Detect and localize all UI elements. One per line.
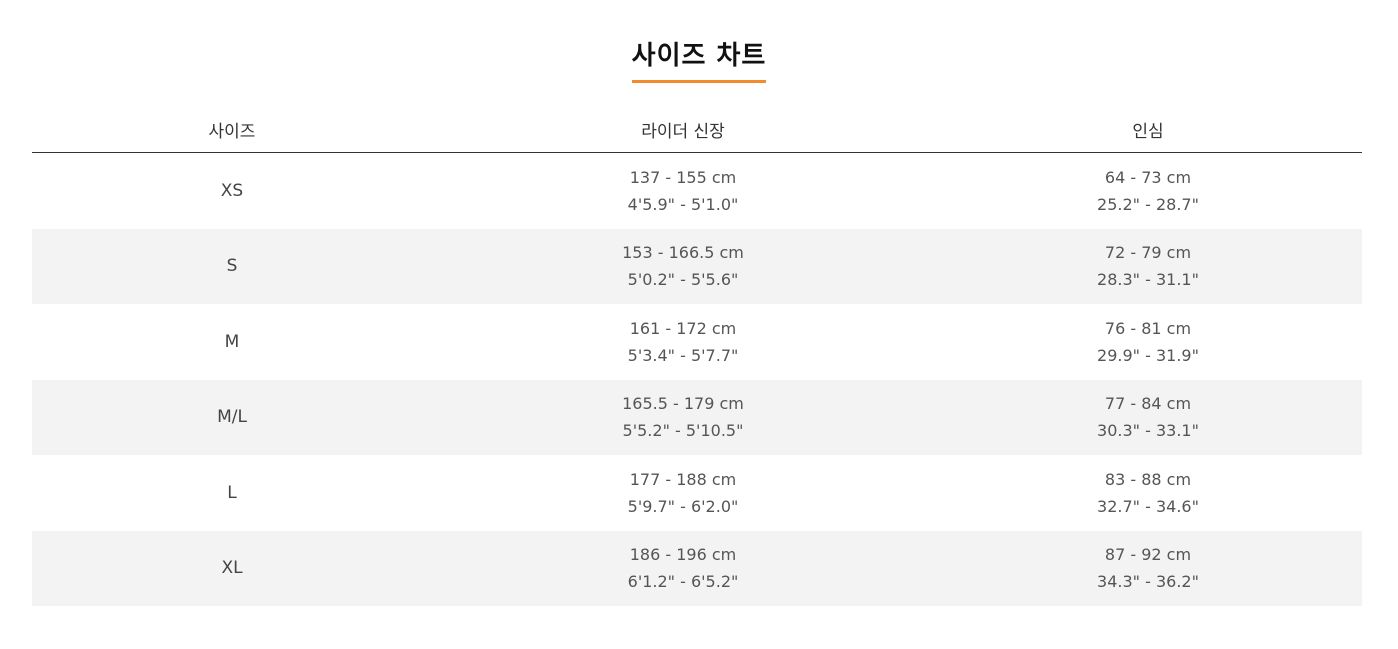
inseam-cm: 72 - 79 cm — [1104, 243, 1192, 263]
height-cell: 161 - 172 cm 5'3.4" - 5'7.7" — [432, 319, 934, 365]
inseam-cm: 77 - 84 cm — [1104, 394, 1192, 414]
height-cm: 177 - 188 cm — [629, 469, 737, 489]
inseam-cell: 64 - 73 cm 25.2" - 28.7" — [934, 168, 1362, 214]
size-cell: M — [224, 331, 240, 352]
height-cm: 137 - 155 cm — [629, 167, 737, 187]
inseam-in: 34.3" - 36.2" — [1097, 572, 1199, 592]
header-inseam: 인심 — [1132, 121, 1164, 142]
height-in: 5'5.2" - 5'10.5" — [622, 421, 744, 441]
table-row: L 177 - 188 cm 5'9.7" - 6'2.0" 83 - 88 c… — [32, 455, 1362, 531]
table-row: S 153 - 166.5 cm 5'0.2" - 5'5.6" 72 - 79… — [32, 228, 1362, 304]
inseam-cell: 76 - 81 cm 29.9" - 31.9" — [934, 319, 1362, 365]
size-cell: XL — [221, 558, 243, 579]
height-in: 5'0.2" - 5'5.6" — [627, 270, 739, 290]
height-in: 5'3.4" - 5'7.7" — [627, 345, 739, 365]
size-cell: M/L — [217, 407, 247, 428]
inseam-cm: 76 - 81 cm — [1104, 318, 1192, 338]
table-header-row: 사이즈 라이더 신장 인심 — [32, 106, 1362, 153]
height-cell: 137 - 155 cm 4'5.9" - 5'1.0" — [432, 168, 934, 214]
height-cm: 165.5 - 179 cm — [622, 394, 744, 414]
inseam-cm: 83 - 88 cm — [1104, 469, 1192, 489]
height-cm: 186 - 196 cm — [629, 545, 737, 565]
height-cell: 177 - 188 cm 5'9.7" - 6'2.0" — [432, 470, 934, 516]
table-row: XS 137 - 155 cm 4'5.9" - 5'1.0" 64 - 73 … — [32, 153, 1362, 229]
height-in: 6'1.2" - 6'5.2" — [627, 572, 739, 592]
size-cell: L — [227, 482, 237, 503]
header-rider-height: 라이더 신장 — [641, 121, 725, 142]
inseam-in: 25.2" - 28.7" — [1097, 194, 1199, 214]
inseam-cell: 83 - 88 cm 32.7" - 34.6" — [934, 470, 1362, 516]
inseam-in: 29.9" - 31.9" — [1097, 345, 1199, 365]
size-cell: S — [226, 256, 238, 277]
height-in: 5'9.7" - 6'2.0" — [627, 496, 739, 516]
header-size: 사이즈 — [208, 121, 256, 142]
size-chart-table: 사이즈 라이더 신장 인심 XS 137 - 155 cm 4'5.9" - 5… — [32, 106, 1362, 606]
table-row: XL 186 - 196 cm 6'1.2" - 6'5.2" 87 - 92 … — [32, 530, 1362, 606]
height-cell: 153 - 166.5 cm 5'0.2" - 5'5.6" — [432, 243, 934, 289]
inseam-in: 28.3" - 31.1" — [1097, 270, 1199, 290]
title-wrap: 사이즈 차트 — [0, 40, 1398, 83]
table-row: M 161 - 172 cm 5'3.4" - 5'7.7" 76 - 81 c… — [32, 304, 1362, 380]
inseam-cm: 87 - 92 cm — [1104, 545, 1192, 565]
page-title: 사이즈 차트 — [631, 40, 767, 83]
height-cm: 161 - 172 cm — [629, 318, 737, 338]
height-cell: 165.5 - 179 cm 5'5.2" - 5'10.5" — [432, 394, 934, 440]
inseam-cm: 64 - 73 cm — [1104, 167, 1192, 187]
inseam-in: 30.3" - 33.1" — [1097, 421, 1199, 441]
inseam-cell: 72 - 79 cm 28.3" - 31.1" — [934, 243, 1362, 289]
height-cm: 153 - 166.5 cm — [622, 243, 744, 263]
height-cell: 186 - 196 cm 6'1.2" - 6'5.2" — [432, 545, 934, 591]
inseam-cell: 87 - 92 cm 34.3" - 36.2" — [934, 545, 1362, 591]
size-cell: XS — [220, 180, 244, 201]
table-row: M/L 165.5 - 179 cm 5'5.2" - 5'10.5" 77 -… — [32, 379, 1362, 455]
inseam-cell: 77 - 84 cm 30.3" - 33.1" — [934, 394, 1362, 440]
inseam-in: 32.7" - 34.6" — [1097, 496, 1199, 516]
height-in: 4'5.9" - 5'1.0" — [627, 194, 739, 214]
